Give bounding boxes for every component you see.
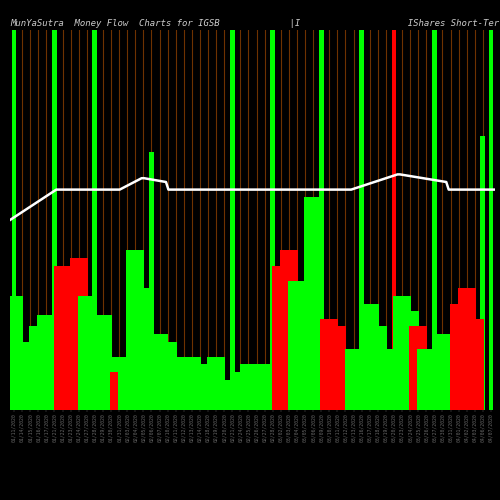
Bar xyxy=(320,319,338,410)
Bar xyxy=(230,30,234,410)
Bar xyxy=(183,357,201,410)
Bar xyxy=(359,30,364,410)
Bar xyxy=(344,349,362,410)
Bar xyxy=(199,364,217,410)
Bar xyxy=(393,296,411,410)
Bar xyxy=(5,296,23,410)
Bar xyxy=(207,357,225,410)
Bar xyxy=(94,315,112,410)
Bar xyxy=(240,364,258,410)
Bar xyxy=(22,357,39,410)
Bar xyxy=(248,380,266,410)
Bar xyxy=(232,372,250,410)
Bar xyxy=(442,357,460,410)
Bar xyxy=(418,349,435,410)
Bar xyxy=(54,266,72,410)
Bar xyxy=(488,30,494,410)
Bar xyxy=(30,326,47,410)
Bar xyxy=(466,319,483,410)
Bar xyxy=(432,30,437,410)
Text: MunYaSutra  Money Flow  Charts for IGSB             |I                    IShare: MunYaSutra Money Flow Charts for IGSB |I… xyxy=(10,19,499,28)
Bar xyxy=(92,30,98,410)
Bar xyxy=(191,372,209,410)
Bar xyxy=(296,311,314,410)
Bar xyxy=(52,30,57,410)
Bar xyxy=(392,30,396,410)
Bar xyxy=(434,334,452,410)
Bar xyxy=(134,288,152,410)
Bar xyxy=(62,273,80,410)
Bar xyxy=(410,326,427,410)
Bar xyxy=(216,380,233,410)
Bar xyxy=(118,357,136,410)
Bar xyxy=(304,197,322,410)
Bar xyxy=(369,326,386,410)
Bar xyxy=(70,258,87,410)
Bar xyxy=(167,357,184,410)
Bar xyxy=(38,315,56,410)
Bar xyxy=(288,281,306,410)
Bar xyxy=(256,364,274,410)
Bar xyxy=(150,334,168,410)
Bar xyxy=(272,266,289,410)
Bar xyxy=(12,30,16,410)
Bar xyxy=(450,304,468,410)
Bar xyxy=(361,304,378,410)
Bar xyxy=(458,288,475,410)
Bar xyxy=(480,136,486,410)
Bar xyxy=(13,342,31,410)
Bar xyxy=(110,372,128,410)
Bar xyxy=(175,364,192,410)
Bar xyxy=(377,349,395,410)
Bar xyxy=(78,296,96,410)
Bar xyxy=(319,30,324,410)
Bar xyxy=(401,311,419,410)
Bar xyxy=(328,326,346,410)
Bar xyxy=(149,152,154,410)
Bar xyxy=(280,250,298,410)
Bar xyxy=(270,30,275,410)
Bar xyxy=(336,349,354,410)
Bar xyxy=(126,250,144,410)
Bar xyxy=(102,357,120,410)
Bar xyxy=(158,342,176,410)
